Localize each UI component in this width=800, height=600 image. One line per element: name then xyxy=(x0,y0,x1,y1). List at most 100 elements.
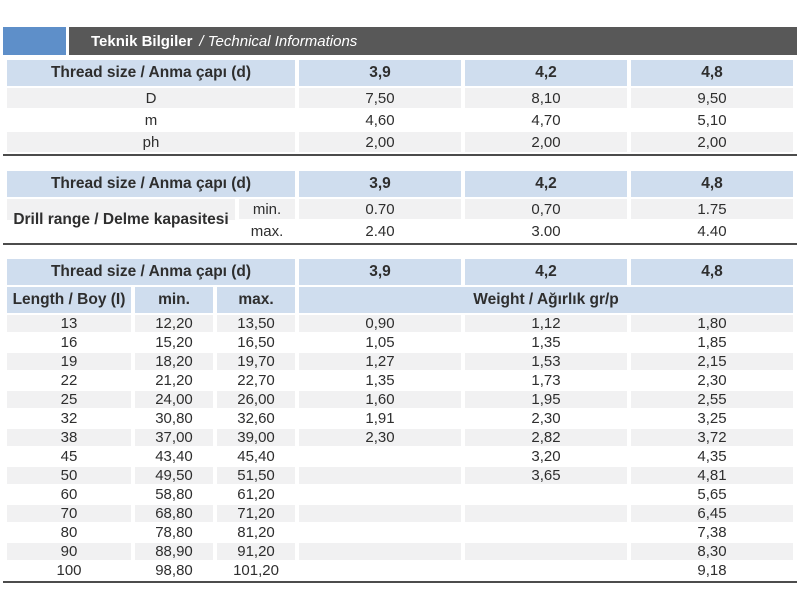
length-cell: 45 xyxy=(7,448,131,465)
weight-cell: 8,30 xyxy=(631,543,794,560)
weight-cell xyxy=(465,486,628,503)
length-cell: 16 xyxy=(7,334,131,351)
table-row: 70 68,80 71,20 6,45 xyxy=(7,505,794,522)
page-title-english: / Technical Informations xyxy=(199,32,358,50)
min-cell: 30,80 xyxy=(135,410,213,427)
weight-cell xyxy=(299,448,462,465)
length-cell: 50 xyxy=(7,467,131,484)
weight-cell xyxy=(465,505,628,522)
table-row: 45 43,40 45,40 3,20 4,35 xyxy=(7,448,794,465)
max-header-cell: max. xyxy=(217,287,296,313)
table-row: 50 49,50 51,50 3,65 4,81 xyxy=(7,467,794,484)
min-header-cell: min. xyxy=(135,287,213,313)
max-cell: 101,20 xyxy=(217,562,296,579)
length-weight-table: Thread size / Anma çapı (d) 3,9 4,2 4,8 … xyxy=(3,257,798,583)
weight-cell: 1,05 xyxy=(299,334,462,351)
size-value-cell: 3,9 xyxy=(299,259,462,285)
size-value-cell: 4,2 xyxy=(465,259,628,285)
weight-cell: 3,25 xyxy=(631,410,794,427)
min-cell: 37,00 xyxy=(135,429,213,446)
max-cell: 19,70 xyxy=(217,353,296,370)
value-cell: 8,10 xyxy=(465,88,627,108)
table-header-row: Thread size / Anma çapı (d) 3,9 4,2 4,8 xyxy=(7,171,794,197)
title-bar-strip: Teknik Bilgiler / Technical Informations xyxy=(69,27,797,55)
min-cell: 12,20 xyxy=(135,315,213,332)
value-cell: 0.70 xyxy=(299,199,462,219)
max-cell: 61,20 xyxy=(217,486,296,503)
table-row: m 4,60 4,70 5,10 xyxy=(7,110,793,130)
weight-cell: 2,30 xyxy=(299,429,462,446)
dimensions-table: Thread size / Anma çapı (d) 3,9 4,2 4,8 … xyxy=(3,58,797,156)
min-cell: 49,50 xyxy=(135,467,213,484)
length-cell: 80 xyxy=(7,524,131,541)
table-row: 80 78,80 81,20 7,38 xyxy=(7,524,794,541)
row-label-cell: D xyxy=(7,88,295,108)
weight-cell xyxy=(299,562,462,579)
max-cell: 26,00 xyxy=(217,391,296,408)
value-cell: 1.75 xyxy=(631,199,794,219)
length-cell: 25 xyxy=(7,391,131,408)
size-value-cell: 4,8 xyxy=(631,171,794,197)
weight-cell: 1,73 xyxy=(465,372,628,389)
length-cell: 100 xyxy=(7,562,131,579)
min-cell: 43,40 xyxy=(135,448,213,465)
min-label-cell: min. xyxy=(239,199,296,219)
max-cell: 71,20 xyxy=(217,505,296,522)
weight-cell: 3,72 xyxy=(631,429,794,446)
length-cell: 90 xyxy=(7,543,131,560)
table-row: 19 18,20 19,70 1,27 1,53 2,15 xyxy=(7,353,794,370)
weight-cell xyxy=(465,562,628,579)
weight-cell: 2,15 xyxy=(631,353,794,370)
value-cell: 2.40 xyxy=(299,221,462,241)
value-cell: 4.40 xyxy=(631,221,794,241)
min-cell: 24,00 xyxy=(135,391,213,408)
weight-cell: 4,81 xyxy=(631,467,794,484)
weight-cell: 2,30 xyxy=(465,410,628,427)
max-cell: 81,20 xyxy=(217,524,296,541)
table-row: 32 30,80 32,60 1,91 2,30 3,25 xyxy=(7,410,794,427)
min-cell: 78,80 xyxy=(135,524,213,541)
size-value-cell: 4,8 xyxy=(631,60,793,86)
weight-cell: 1,60 xyxy=(299,391,462,408)
length-header-cell: Length / Boy (I) xyxy=(7,287,131,313)
weight-cell: 0,90 xyxy=(299,315,462,332)
weight-cell: 3,20 xyxy=(465,448,628,465)
value-cell: 3.00 xyxy=(465,221,628,241)
min-cell: 18,20 xyxy=(135,353,213,370)
length-cell: 70 xyxy=(7,505,131,522)
table-row: 38 37,00 39,00 2,30 2,82 3,72 xyxy=(7,429,794,446)
weight-cell xyxy=(465,524,628,541)
weight-cell xyxy=(299,524,462,541)
max-cell: 16,50 xyxy=(217,334,296,351)
table-row: max. 2.40 3.00 4.40 xyxy=(7,221,794,241)
weight-cell: 3,65 xyxy=(465,467,628,484)
weight-cell xyxy=(299,505,462,522)
page-title-turkish: Teknik Bilgiler xyxy=(91,32,193,50)
weight-cell: 1,35 xyxy=(299,372,462,389)
size-value-cell: 4,2 xyxy=(465,60,627,86)
table-row: 13 12,20 13,50 0,90 1,12 1,80 xyxy=(7,315,794,332)
drill-range-label-cell: Drill range / Delme kapasitesi xyxy=(7,199,235,241)
size-value-cell: 3,9 xyxy=(299,60,461,86)
weight-cell: 4,35 xyxy=(631,448,794,465)
weight-cell: 1,85 xyxy=(631,334,794,351)
weight-cell xyxy=(299,486,462,503)
max-cell: 91,20 xyxy=(217,543,296,560)
value-cell: 2,00 xyxy=(631,132,793,152)
weight-cell xyxy=(465,543,628,560)
weight-cell: 6,45 xyxy=(631,505,794,522)
weight-cell xyxy=(299,467,462,484)
table-subheader-row: Length / Boy (I) min. max. Weight / Ağır… xyxy=(7,287,794,313)
length-cell: 60 xyxy=(7,486,131,503)
weight-cell: 2,55 xyxy=(631,391,794,408)
weight-cell: 1,27 xyxy=(299,353,462,370)
max-cell: 22,70 xyxy=(217,372,296,389)
value-cell: 9,50 xyxy=(631,88,793,108)
weight-cell xyxy=(299,543,462,560)
max-cell: 39,00 xyxy=(217,429,296,446)
weight-cell: 1,53 xyxy=(465,353,628,370)
max-cell: 51,50 xyxy=(217,467,296,484)
length-cell: 19 xyxy=(7,353,131,370)
value-cell: 5,10 xyxy=(631,110,793,130)
size-value-cell: 4,8 xyxy=(631,259,794,285)
